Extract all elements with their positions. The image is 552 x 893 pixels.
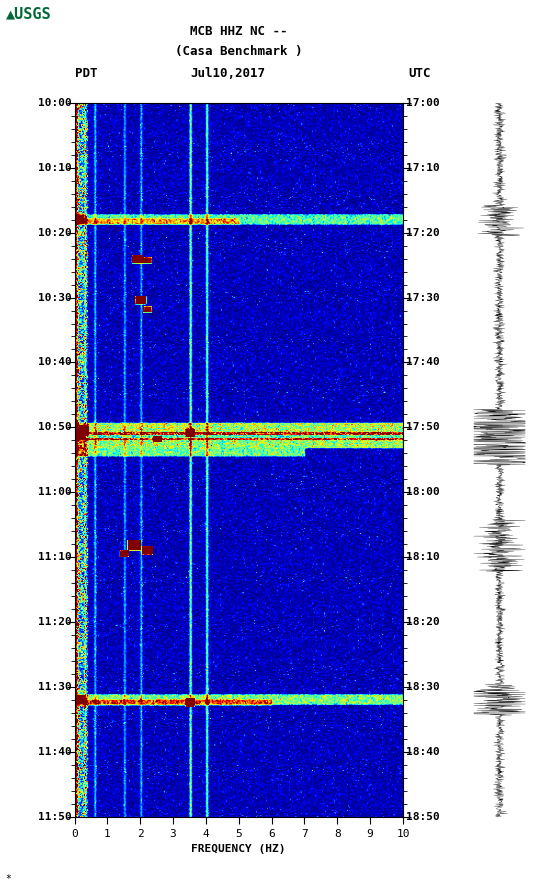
Text: 11:00: 11:00 <box>38 488 72 497</box>
Text: *: * <box>6 874 12 884</box>
Text: 18:50: 18:50 <box>406 812 439 822</box>
Text: 11:40: 11:40 <box>38 747 72 757</box>
Text: Jul10,2017: Jul10,2017 <box>190 67 265 79</box>
Text: UTC: UTC <box>408 67 431 79</box>
Text: 17:10: 17:10 <box>406 163 439 172</box>
X-axis label: FREQUENCY (HZ): FREQUENCY (HZ) <box>192 845 286 855</box>
Text: 10:40: 10:40 <box>38 357 72 368</box>
Text: 10:00: 10:00 <box>38 97 72 108</box>
Text: 10:30: 10:30 <box>38 293 72 303</box>
Text: 17:20: 17:20 <box>406 228 439 238</box>
Text: 11:50: 11:50 <box>38 812 72 822</box>
Text: ▲USGS: ▲USGS <box>6 7 51 21</box>
Text: 11:10: 11:10 <box>38 552 72 563</box>
Text: 10:20: 10:20 <box>38 228 72 238</box>
Text: 10:10: 10:10 <box>38 163 72 172</box>
Text: MCB HHZ NC --: MCB HHZ NC -- <box>190 25 288 38</box>
Text: 18:20: 18:20 <box>406 617 439 627</box>
Text: 11:20: 11:20 <box>38 617 72 627</box>
Text: 17:50: 17:50 <box>406 422 439 432</box>
Text: 18:00: 18:00 <box>406 488 439 497</box>
Text: 18:30: 18:30 <box>406 682 439 692</box>
Text: 10:50: 10:50 <box>38 422 72 432</box>
Text: 17:00: 17:00 <box>406 97 439 108</box>
Text: (Casa Benchmark ): (Casa Benchmark ) <box>175 46 302 58</box>
Text: PDT: PDT <box>75 67 97 79</box>
Text: 17:40: 17:40 <box>406 357 439 368</box>
Text: 18:10: 18:10 <box>406 552 439 563</box>
Text: 11:30: 11:30 <box>38 682 72 692</box>
Text: 18:40: 18:40 <box>406 747 439 757</box>
Text: 17:30: 17:30 <box>406 293 439 303</box>
